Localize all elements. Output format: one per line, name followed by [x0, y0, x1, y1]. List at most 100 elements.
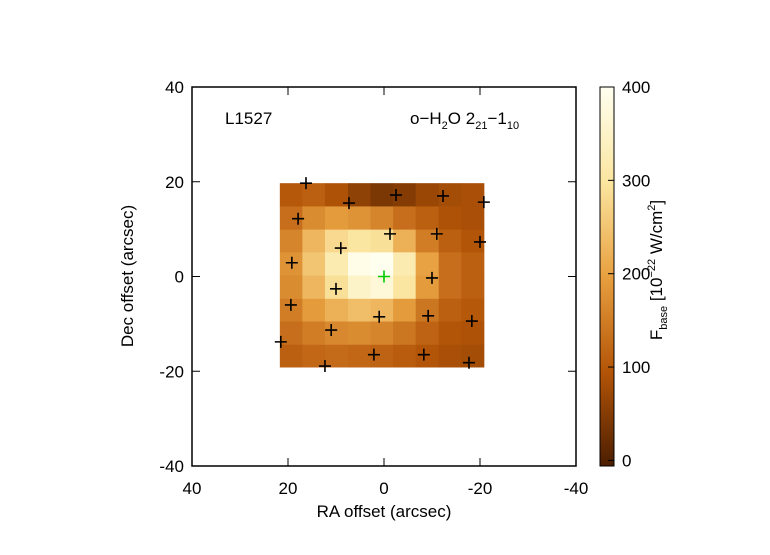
- heat-cell: [415, 275, 440, 299]
- pointing-marker: [292, 212, 305, 225]
- heat-cell: [415, 229, 440, 253]
- heat-cell: [461, 275, 485, 299]
- heat-cell: [370, 183, 394, 207]
- pointing-marker: [378, 270, 390, 283]
- heat-cell: [279, 183, 303, 207]
- heat-cell: [461, 183, 485, 207]
- pointing-marker: [274, 335, 287, 348]
- pointing-marker: [417, 348, 430, 361]
- heat-cell: [438, 205, 462, 230]
- pointing-marker: [373, 310, 386, 323]
- heat-cell: [302, 298, 326, 322]
- heat-cell: [324, 183, 349, 207]
- heat-cell: [370, 229, 394, 253]
- heat-cell: [393, 321, 417, 345]
- heat-cell: [324, 205, 349, 230]
- heat-cell: [279, 344, 303, 368]
- heat-cell: [324, 344, 349, 368]
- pointing-marker: [477, 196, 490, 209]
- pointing-marker: [284, 298, 297, 311]
- pointing-marker: [437, 189, 450, 202]
- pointing-marker: [300, 177, 312, 190]
- heat-cell: [438, 275, 462, 299]
- heat-cell: [348, 183, 372, 207]
- colorbar-tick-label: 300: [622, 171, 650, 190]
- heat-cell: [302, 275, 326, 299]
- heat-cell: [438, 229, 462, 253]
- heat-cell: [302, 251, 326, 276]
- source-label: L1527: [225, 109, 272, 128]
- heat-cell: [302, 229, 326, 253]
- heat-cell: [279, 229, 303, 253]
- colorbar-tick-label: 400: [622, 78, 650, 97]
- x-tick-label: -20: [468, 479, 493, 498]
- heat-cell: [415, 321, 440, 345]
- heat-cell: [461, 344, 485, 368]
- heat-cell: [393, 298, 417, 322]
- heat-cell: [348, 344, 372, 368]
- pointing-marker: [474, 235, 486, 248]
- heat-cell: [393, 275, 417, 299]
- y-axis-label: Dec offset (arcsec): [118, 205, 137, 347]
- pointing-marker: [462, 356, 475, 369]
- heat-cell: [348, 298, 372, 322]
- colorbar: [599, 86, 615, 467]
- heat-cell: [348, 205, 372, 230]
- y-tick-label: 0: [175, 268, 184, 287]
- heat-cell: [415, 183, 440, 207]
- heat-cell: [393, 344, 417, 368]
- x-tick-label: -40: [564, 479, 589, 498]
- heat-cell: [438, 321, 462, 345]
- pointing-marker: [330, 282, 342, 295]
- heat-cell: [393, 251, 417, 276]
- heat-cell: [461, 298, 485, 322]
- heat-cell: [279, 205, 303, 230]
- heat-cell: [438, 251, 462, 276]
- heat-cell: [370, 205, 394, 230]
- heat-cell: [438, 298, 462, 322]
- heat-cell: [302, 183, 326, 207]
- pointing-marker: [334, 242, 347, 255]
- heat-cell: [348, 229, 372, 253]
- x-axis-label: RA offset (arcsec): [317, 502, 452, 521]
- y-tick-label: 20: [165, 173, 184, 192]
- x-tick-label: 40: [183, 479, 202, 498]
- heat-cell: [415, 251, 440, 276]
- heat-cell: [438, 344, 462, 368]
- x-tick-label: 20: [279, 479, 298, 498]
- pointing-marker: [367, 348, 380, 361]
- heat-cell: [438, 183, 462, 207]
- y-tick-label: 40: [165, 78, 184, 97]
- heat-cell: [415, 344, 440, 368]
- heat-cell: [415, 205, 440, 230]
- heat-cell: [370, 321, 394, 345]
- heat-cell: [370, 344, 394, 368]
- heat-cell: [393, 205, 417, 230]
- pointing-marker: [465, 315, 478, 328]
- heat-cell: [348, 275, 372, 299]
- pointing-marker: [342, 197, 355, 210]
- heat-cell: [370, 251, 394, 276]
- heat-cell: [348, 321, 372, 345]
- colorbar-tick-label: 200: [622, 265, 650, 284]
- heat-cell: [279, 321, 303, 345]
- heat-cell: [393, 183, 417, 207]
- heat-cell: [279, 275, 303, 299]
- heat-cell: [370, 298, 394, 322]
- heat-cell: [348, 251, 372, 276]
- heat-cell: [324, 321, 349, 345]
- heat-cell: [302, 205, 326, 230]
- pointing-marker: [285, 256, 298, 269]
- colorbar-tick-label: 0: [622, 451, 631, 470]
- heat-cell: [370, 275, 394, 299]
- pointing-marker: [422, 309, 435, 322]
- heat-cell: [461, 321, 485, 345]
- pointing-marker: [318, 360, 331, 373]
- heat-cell: [324, 251, 349, 276]
- pointing-marker: [426, 271, 438, 284]
- pointing-marker: [384, 227, 396, 240]
- colorbar-tick-label: 100: [622, 358, 650, 377]
- heat-cell: [302, 321, 326, 345]
- pointing-marker: [325, 324, 338, 337]
